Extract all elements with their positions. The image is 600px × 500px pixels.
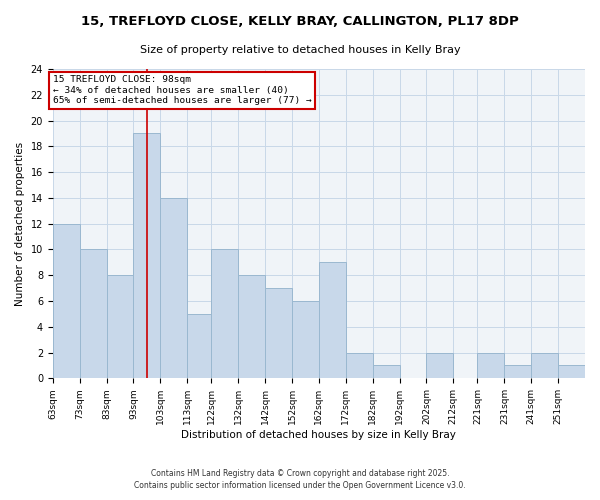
Bar: [53, 224, 80, 378]
Bar: [531, 352, 558, 378]
Text: Contains HM Land Registry data © Crown copyright and database right 2025.
Contai: Contains HM Land Registry data © Crown c…: [134, 468, 466, 490]
Bar: [265, 288, 292, 378]
Bar: [238, 275, 265, 378]
Bar: [292, 301, 319, 378]
Bar: [558, 366, 585, 378]
Bar: [373, 366, 400, 378]
Text: 15, TREFLOYD CLOSE, KELLY BRAY, CALLINGTON, PL17 8DP: 15, TREFLOYD CLOSE, KELLY BRAY, CALLINGT…: [81, 15, 519, 28]
Text: Size of property relative to detached houses in Kelly Bray: Size of property relative to detached ho…: [140, 45, 460, 55]
Bar: [187, 314, 211, 378]
Bar: [80, 250, 107, 378]
Bar: [211, 250, 238, 378]
Bar: [346, 352, 373, 378]
Bar: [478, 352, 505, 378]
Bar: [427, 352, 453, 378]
Bar: [505, 366, 531, 378]
Bar: [160, 198, 187, 378]
Bar: [107, 275, 133, 378]
Text: 15 TREFLOYD CLOSE: 98sqm
← 34% of detached houses are smaller (40)
65% of semi-d: 15 TREFLOYD CLOSE: 98sqm ← 34% of detach…: [53, 76, 311, 105]
Bar: [133, 134, 160, 378]
Bar: [319, 262, 346, 378]
X-axis label: Distribution of detached houses by size in Kelly Bray: Distribution of detached houses by size …: [181, 430, 457, 440]
Y-axis label: Number of detached properties: Number of detached properties: [15, 142, 25, 306]
